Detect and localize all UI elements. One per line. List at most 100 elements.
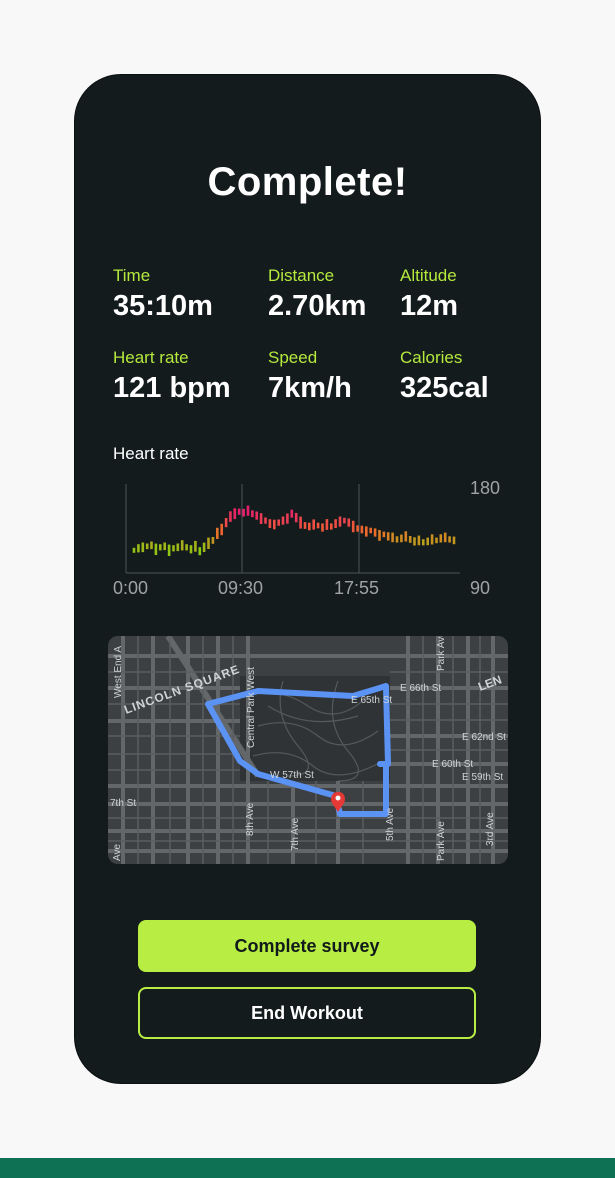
heart-rate-bar bbox=[189, 545, 193, 554]
heart-rate-bar bbox=[426, 537, 429, 546]
heart-rate-bar bbox=[382, 531, 386, 538]
heart-rate-bar bbox=[180, 540, 184, 551]
heart-rate-bar bbox=[172, 545, 175, 552]
map-label: E 60th St bbox=[432, 759, 473, 770]
heart-rate-chart bbox=[125, 484, 460, 574]
heart-rate-bar bbox=[277, 519, 280, 526]
stat-calories: Calories 325cal bbox=[400, 348, 489, 405]
map-label: E 65th St bbox=[351, 695, 392, 706]
stat-speed: Speed 7km/h bbox=[268, 348, 352, 405]
heart-rate-bar bbox=[435, 537, 438, 544]
heart-rate-bar bbox=[351, 520, 355, 533]
map-label: E 66th St bbox=[400, 683, 441, 694]
heart-rate-bar bbox=[216, 527, 219, 539]
heart-rate-bar bbox=[185, 544, 188, 551]
map-label: 8th Ave bbox=[245, 802, 256, 836]
heart-rate-bar bbox=[264, 517, 267, 524]
heart-rate-bar bbox=[233, 508, 237, 520]
heart-rate-bars bbox=[132, 505, 456, 556]
heart-rate-bar bbox=[452, 536, 456, 545]
heart-rate-bar bbox=[224, 518, 228, 528]
heart-rate-bar bbox=[290, 509, 294, 518]
heart-rate-bar bbox=[373, 528, 377, 537]
stat-heart-rate: Heart rate 121 bpm bbox=[113, 348, 231, 405]
heart-rate-bar bbox=[365, 526, 368, 537]
heart-rate-bar bbox=[308, 522, 311, 531]
map-label: Park Ave bbox=[436, 636, 447, 671]
heart-rate-bar bbox=[246, 505, 250, 516]
heart-rate-bar bbox=[369, 527, 372, 534]
stat-label: Heart rate bbox=[113, 348, 189, 367]
x-tick-label: 0:00 bbox=[113, 578, 149, 598]
heart-rate-bar bbox=[159, 544, 162, 551]
complete-survey-button[interactable]: Complete survey bbox=[138, 920, 476, 972]
map-label: West End A bbox=[113, 646, 124, 698]
heart-rate-bar bbox=[391, 532, 394, 543]
y-tick-label-min: 90 bbox=[470, 578, 491, 598]
page-title: Complete! bbox=[207, 160, 408, 204]
heart-rate-bar bbox=[347, 518, 351, 527]
heart-rate-bar bbox=[141, 542, 145, 553]
heart-rate-bar bbox=[395, 536, 399, 543]
stat-value: 325cal bbox=[400, 372, 489, 404]
map-label: Park Ave bbox=[436, 821, 447, 861]
heart-rate-bar bbox=[167, 544, 171, 556]
heart-rate-bar bbox=[259, 513, 263, 524]
end-workout-button[interactable]: End Workout bbox=[138, 987, 476, 1039]
map-minor-streets bbox=[108, 636, 508, 864]
heart-rate-bar bbox=[255, 511, 258, 520]
map-label: 7th Ave bbox=[290, 817, 301, 851]
stat-altitude: Altitude 12m bbox=[400, 266, 458, 323]
heart-rate-bar bbox=[338, 516, 342, 527]
x-tick-label: 17:55 bbox=[334, 578, 380, 598]
stat-value: 12m bbox=[400, 290, 459, 322]
heart-rate-bar bbox=[251, 510, 254, 518]
heart-rate-bar bbox=[422, 539, 425, 546]
heart-rate-bar bbox=[229, 511, 232, 522]
heart-rate-chart-title: Heart rate bbox=[113, 444, 189, 463]
heart-rate-bar bbox=[400, 534, 403, 543]
heart-rate-bar bbox=[137, 544, 140, 553]
heart-rate-bar bbox=[360, 525, 364, 534]
heart-rate-bar bbox=[299, 516, 302, 529]
stat-value: 121 bpm bbox=[113, 372, 231, 404]
heart-rate-bar bbox=[176, 543, 180, 552]
heart-rate-bar bbox=[408, 536, 412, 543]
heart-rate-bar bbox=[268, 519, 272, 528]
route-path bbox=[205, 683, 391, 817]
workout-summary-card bbox=[75, 75, 540, 1083]
heart-rate-bar bbox=[150, 541, 153, 550]
stat-distance: Distance 2.70km bbox=[268, 266, 366, 323]
heart-rate-bar bbox=[334, 519, 337, 528]
map-label: Central Park West bbox=[246, 667, 257, 748]
location-pin-icon bbox=[331, 792, 345, 812]
route-map-canvas: West End A LINCOLN SQUARE Central Park W… bbox=[108, 636, 508, 864]
heart-rate-bar bbox=[325, 519, 329, 530]
heart-rate-bar bbox=[404, 531, 408, 542]
bottom-bar bbox=[0, 1158, 615, 1178]
route-map[interactable]: West End A LINCOLN SQUARE Central Park W… bbox=[108, 636, 508, 864]
heart-rate-bar bbox=[211, 537, 215, 544]
stat-value: 7km/h bbox=[268, 372, 352, 404]
heart-rate-bar bbox=[413, 537, 416, 546]
heart-rate-bar bbox=[198, 547, 202, 556]
heart-rate-bar bbox=[145, 543, 149, 550]
heart-rate-bar bbox=[286, 513, 289, 524]
heart-rate-bar bbox=[343, 517, 346, 524]
map-label: 3rd Ave bbox=[485, 812, 496, 846]
heart-rate-bar bbox=[386, 532, 390, 541]
heart-rate-bar bbox=[356, 525, 359, 532]
heart-rate-bar bbox=[154, 543, 158, 555]
heart-rate-bar bbox=[430, 534, 434, 545]
map-label: 7th St bbox=[110, 798, 136, 809]
heart-rate-bar bbox=[132, 547, 136, 553]
stat-label: Calories bbox=[400, 348, 463, 367]
heart-rate-bar bbox=[237, 508, 241, 515]
heart-rate-bar bbox=[312, 519, 315, 530]
stat-value: 35:10m bbox=[113, 290, 213, 322]
heart-rate-bar bbox=[163, 542, 166, 551]
heart-rate-bar bbox=[207, 537, 210, 549]
heart-rate-bar bbox=[281, 516, 285, 525]
map-label: W 57th St bbox=[270, 770, 314, 781]
map-label: 5th Ave bbox=[385, 807, 396, 841]
